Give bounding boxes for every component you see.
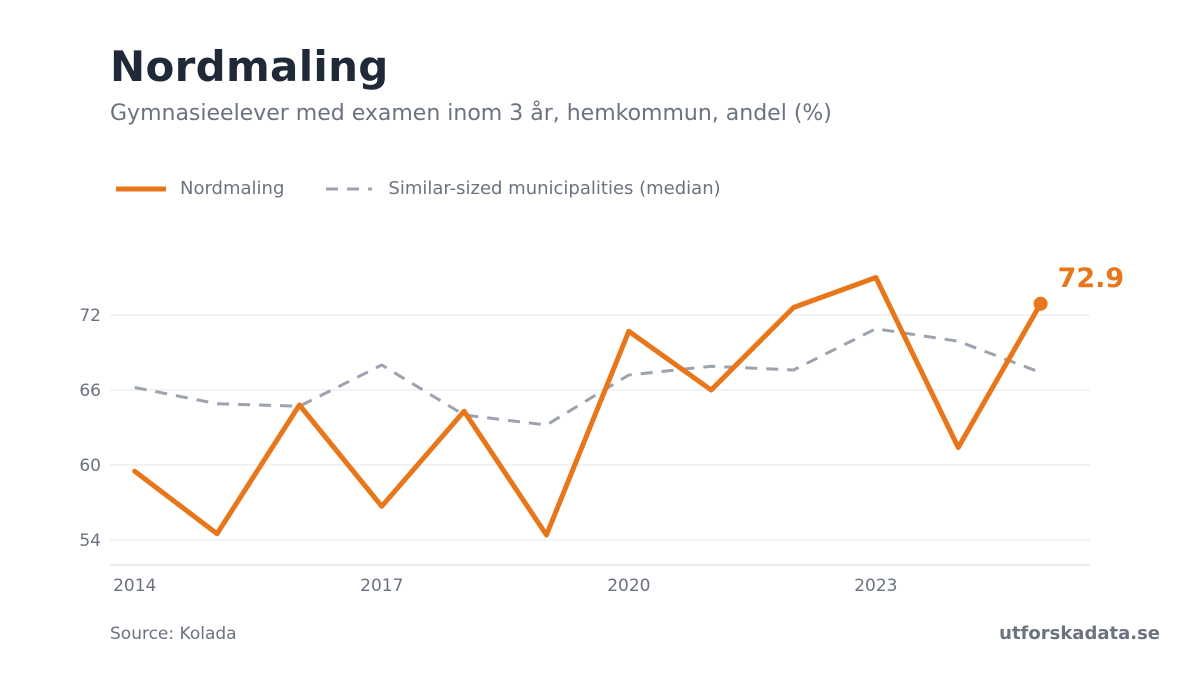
y-tick-label: 54 — [79, 531, 101, 551]
legend: Nordmaling Similar-sized municipalities … — [116, 178, 761, 199]
x-tick-label: 2014 — [113, 576, 156, 596]
legend-item-nordmaling: Nordmaling — [116, 178, 284, 199]
chart-subtitle: Gymnasieelever med examen inom 3 år, hem… — [110, 101, 832, 126]
series-line-median — [134, 327, 1042, 427]
series-layer — [132, 275, 1048, 538]
x-tick-label: 2017 — [360, 576, 403, 596]
y-tick-label: 72 — [79, 306, 101, 326]
chart-title: Nordmaling — [110, 42, 389, 91]
y-tick-label: 66 — [79, 381, 101, 401]
legend-item-median: Similar-sized municipalities (median) — [324, 178, 721, 199]
legend-swatch-dashed — [324, 184, 374, 194]
x-tick-label: 2023 — [854, 576, 897, 596]
end-label-layer: 72.9 — [1058, 263, 1125, 294]
brand-link[interactable]: utforskadata.se — [999, 623, 1160, 644]
x-tick-label: 2020 — [607, 576, 650, 596]
series-line-nordmaling — [132, 275, 1044, 538]
end-point-marker — [1033, 296, 1048, 311]
grid-lines — [110, 314, 1090, 541]
y-axis-ticks: 54 60 66 72 — [79, 306, 101, 551]
legend-label-nordmaling: Nordmaling — [180, 178, 285, 199]
legend-label-median: Similar-sized municipalities (median) — [388, 178, 721, 199]
legend-swatch-solid — [116, 184, 166, 194]
x-axis-ticks: 2014 2017 2020 2023 — [113, 576, 897, 596]
y-tick-label: 60 — [79, 456, 101, 476]
source-note: Source: Kolada — [110, 624, 237, 644]
end-value-label: 72.9 — [1058, 263, 1125, 294]
